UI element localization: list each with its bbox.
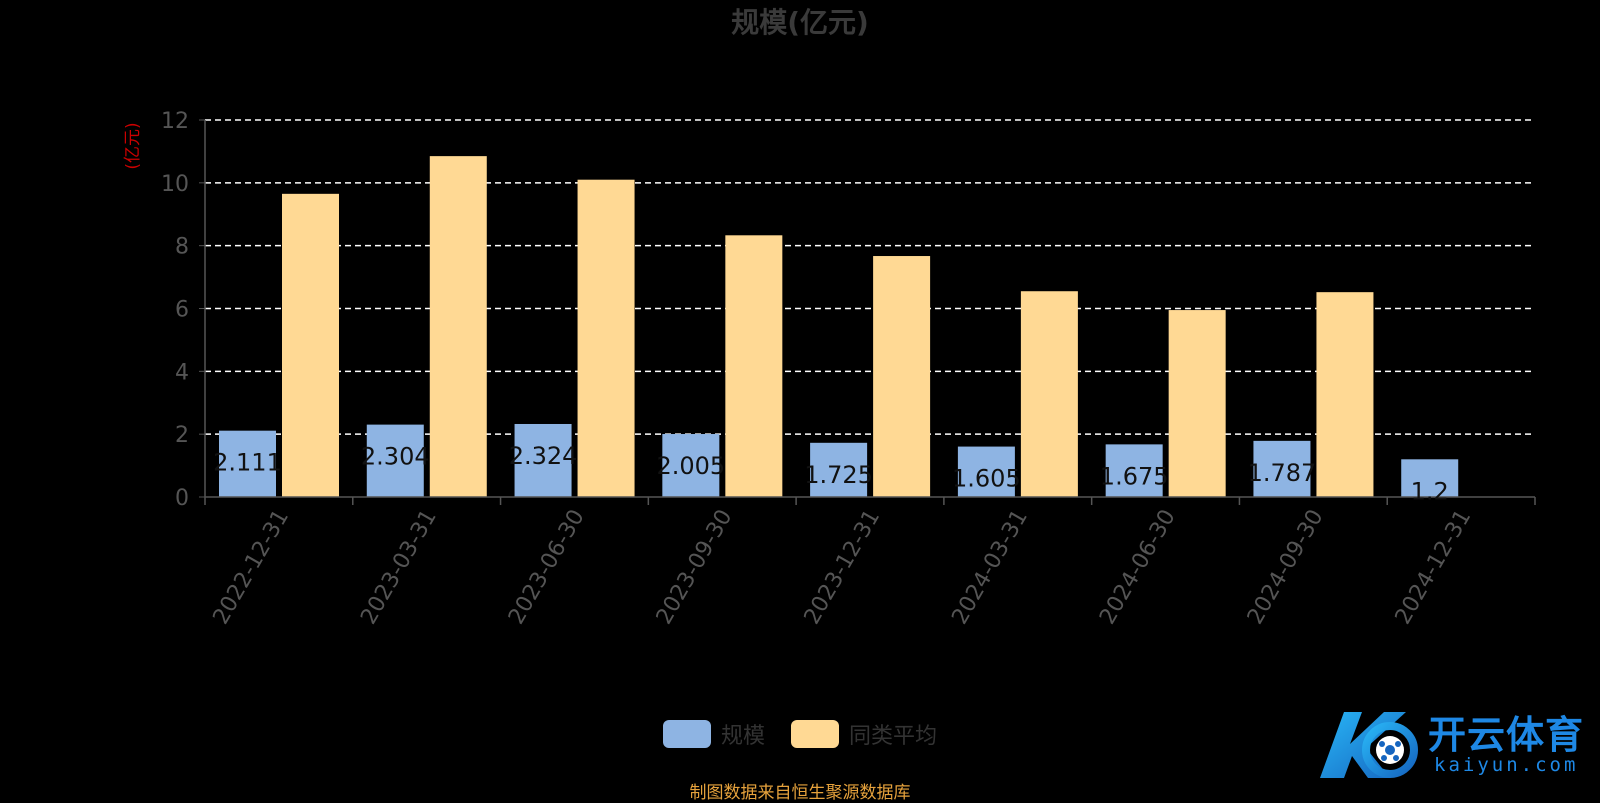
- watermark-logo: 开云体育 kaiyun.com: [1310, 700, 1600, 790]
- y-tick-label: 10: [161, 172, 189, 197]
- legend: 规模 同类平均: [0, 718, 1600, 750]
- grid-lines: [205, 119, 1535, 435]
- bar-scale[interactable]: [1253, 440, 1311, 497]
- bar-value-label: 1.2: [1411, 477, 1449, 505]
- y-axis-label: (亿元): [123, 122, 143, 169]
- y-tick-label: 2: [175, 423, 189, 448]
- bar-value-label: 2.111: [213, 449, 282, 477]
- x-tick-label: 2024-06-30: [1095, 506, 1181, 629]
- watermark-domain: kaiyun.com: [1434, 754, 1579, 776]
- bar-peer-average[interactable]: [725, 235, 783, 497]
- bar-value-label: 2.324: [509, 442, 578, 470]
- bar-peer-average[interactable]: [1020, 291, 1078, 497]
- legend-label-peer-average: 同类平均: [849, 724, 938, 749]
- x-tick-label: 2024-03-31: [947, 506, 1033, 629]
- bars: [219, 156, 1459, 498]
- legend-label-scale: 规模: [720, 724, 765, 749]
- bar-peer-average[interactable]: [577, 179, 635, 498]
- x-tick-label: 2023-09-30: [652, 506, 738, 629]
- x-tick-label: 2024-12-31: [1391, 506, 1477, 629]
- bar-value-label: 1.675: [1100, 462, 1169, 490]
- bar-scale[interactable]: [514, 423, 572, 497]
- bar-peer-average[interactable]: [873, 256, 931, 497]
- data-labels: 2.111 2.304 2.324 2.005 1.725 1.605 1.675 1.787…: [213, 442, 1449, 505]
- bar-value-label: 2.304: [361, 443, 430, 471]
- bar-peer-average[interactable]: [282, 193, 339, 497]
- bar-value-label: 1.725: [804, 461, 873, 489]
- legend-item-peer-average[interactable]: 同类平均: [791, 718, 937, 750]
- y-tick-label: 6: [175, 298, 189, 323]
- y-tick-label: 4: [175, 360, 189, 385]
- kaiyun-logo-icon: [1320, 712, 1418, 778]
- bar-value-label: 1.787: [1248, 459, 1317, 487]
- bar-scale[interactable]: [662, 434, 720, 497]
- watermark-text: 开云体育: [1428, 713, 1585, 757]
- bar-value-label: 2.005: [656, 452, 725, 480]
- chart-title: 规模(亿元): [731, 6, 869, 39]
- bar-value-label: 1.605: [952, 465, 1021, 493]
- bar-scale[interactable]: [810, 442, 868, 497]
- legend-swatch-scale: [662, 720, 711, 748]
- y-tick-label: 12: [161, 109, 189, 134]
- x-tick-label: 2024-09-30: [1243, 506, 1329, 629]
- bar-peer-average[interactable]: [429, 156, 487, 498]
- bar-peer-average[interactable]: [1168, 310, 1226, 497]
- source-note: 制图数据来自恒生聚源数据库: [689, 783, 911, 803]
- y-tick-label: 8: [175, 235, 189, 260]
- bar-peer-average[interactable]: [1316, 292, 1374, 497]
- bar-scale[interactable]: [957, 446, 1015, 497]
- x-tick-label: 2023-03-31: [356, 506, 442, 629]
- legend-item-scale[interactable]: 规模: [662, 718, 765, 750]
- bar-scale[interactable]: [1105, 444, 1163, 497]
- bar-scale[interactable]: [1401, 459, 1459, 497]
- y-tick-label: 0: [175, 486, 189, 511]
- bar-scale[interactable]: [366, 424, 424, 497]
- x-tick-label: 2023-06-30: [504, 506, 590, 629]
- bar-scale[interactable]: [219, 430, 276, 497]
- x-tick-label: 2023-12-31: [800, 506, 886, 629]
- x-tick-label: 2022-12-31: [209, 506, 295, 629]
- legend-swatch-peer-average: [791, 720, 839, 748]
